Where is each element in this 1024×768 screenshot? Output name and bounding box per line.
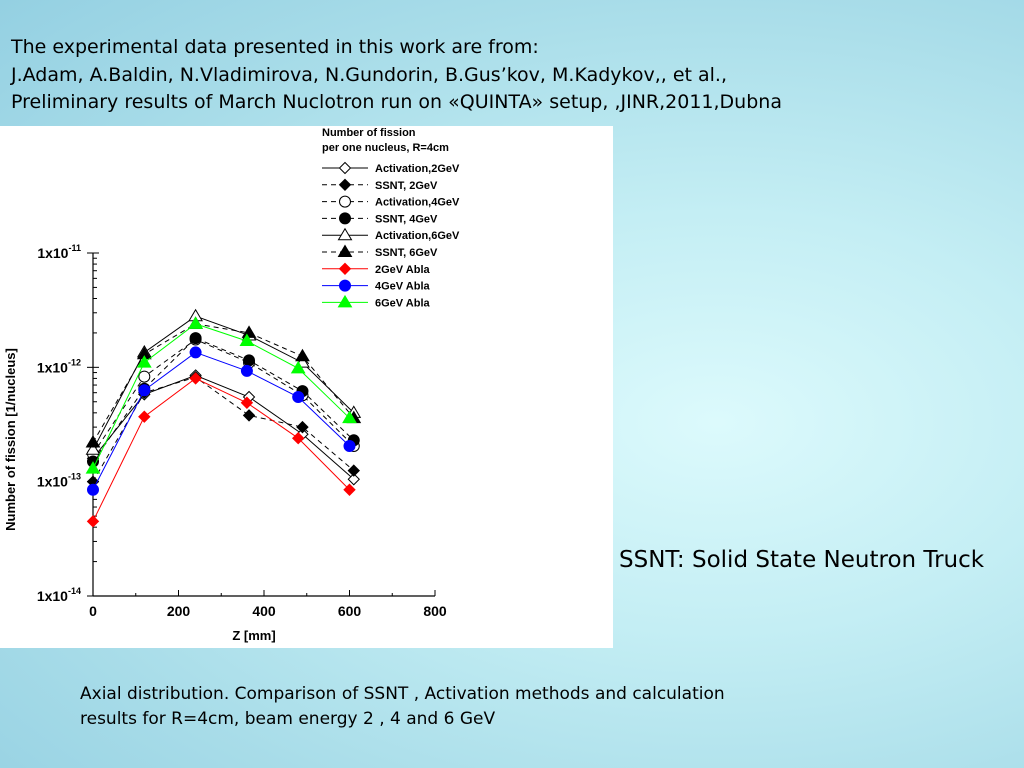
caption-line-1: Axial distribution. Comparison of SSNT ,… [80, 684, 725, 704]
data-point [239, 333, 255, 346]
data-point [86, 515, 100, 528]
x-tick-label: 200 [167, 603, 191, 619]
series-line-8 [92, 351, 350, 490]
x-tick-label: 400 [252, 603, 276, 619]
series-line-4 [92, 337, 355, 462]
data-point [138, 370, 151, 383]
y-tick-label: 1x10-12 [37, 357, 81, 375]
data-point [189, 346, 202, 359]
y-tick-label: 1x10-14 [37, 586, 81, 604]
legend-marker [339, 212, 351, 225]
series-line-6 [92, 323, 355, 443]
legend-entry: SSNT, 2GeV [375, 180, 438, 192]
header-line-3: Preliminary results of March Nuclotron r… [11, 91, 782, 113]
legend-marker [338, 262, 352, 276]
series-line-2 [92, 376, 355, 482]
data-point [292, 391, 305, 404]
data-point [138, 410, 151, 423]
data-point [189, 332, 202, 345]
x-tick-label: 600 [338, 603, 362, 619]
fission-chart: 0 200 400 600 800 1x10-11 1x10-12 1x10-13 1x10-1… [3, 127, 460, 643]
data-point [295, 348, 310, 362]
figure-caption: Axial distribution. Comparison of SSNT ,… [80, 682, 840, 732]
legend-title-line: Number of fission [322, 127, 416, 139]
legend-marker [339, 279, 351, 292]
ssnt-definition: SSNT: Solid State Neutron Truck [619, 547, 985, 573]
data-point [87, 483, 99, 496]
data-point [85, 461, 101, 474]
legend-entry: Activation,4GeV [375, 197, 460, 209]
legend-entry: SSNT, 6GeV [375, 247, 438, 259]
legend-marker [337, 227, 353, 241]
data-point [296, 420, 309, 434]
data-point [242, 409, 256, 422]
data-point [343, 483, 356, 496]
x-tick-label: 0 [89, 603, 97, 619]
data-point [291, 431, 305, 445]
data-point [290, 360, 306, 374]
legend-entry: 6GeV Abla [375, 297, 430, 309]
data-point [347, 473, 360, 486]
data-point [343, 440, 356, 453]
legend-title-line: per one nucleus, R=4cm [322, 142, 449, 154]
data-point [85, 442, 101, 455]
legend-marker [337, 244, 353, 257]
data-point [136, 355, 152, 368]
data-point [243, 354, 256, 367]
data-point [188, 316, 203, 329]
data-point [85, 435, 101, 448]
legend-marker [338, 178, 352, 192]
series-line-7 [92, 377, 350, 522]
legend-entry: Activation,2GeV [375, 163, 460, 175]
legend-marker [339, 195, 351, 208]
data-point [240, 364, 253, 377]
y-axis-title: Number of fission [1/nucleus] [3, 348, 18, 531]
series-line-1 [92, 374, 355, 480]
legend-entry: Activation,6GeV [375, 230, 460, 242]
chart-panel: 0 200 400 600 800 1x10-11 1x10-12 1x10-13 1x10-1… [0, 126, 613, 648]
header-line-2: J.Adam, A.Baldin, N.Vladimirova, N.Gundo… [11, 63, 728, 86]
data-point [342, 410, 357, 424]
series-line-5 [92, 315, 355, 451]
caption-line-2: results for R=4cm, beam energy 2 , 4 and… [80, 709, 496, 729]
x-axis-title: Z [mm] [232, 628, 275, 643]
data-point [347, 464, 360, 477]
legend-marker [338, 161, 352, 175]
x-tick-label: 800 [423, 603, 447, 619]
legend-marker [337, 294, 353, 308]
data-point [138, 384, 151, 397]
header-line-1: The experimental data presented in this … [11, 36, 539, 58]
series-line-3 [92, 338, 355, 455]
data-point [240, 396, 254, 409]
series-line-9 [92, 323, 350, 469]
data-point [189, 372, 202, 385]
y-tick-label: 1x10-11 [37, 243, 81, 261]
legend-entry: 4GeV Abla [375, 281, 430, 293]
header-text: The experimental data presented in this … [11, 34, 1011, 117]
legend-entry: SSNT, 4GeV [375, 213, 438, 225]
y-tick-label: 1x10-13 [37, 472, 81, 490]
legend-entry: 2GeV Abla [375, 264, 430, 276]
